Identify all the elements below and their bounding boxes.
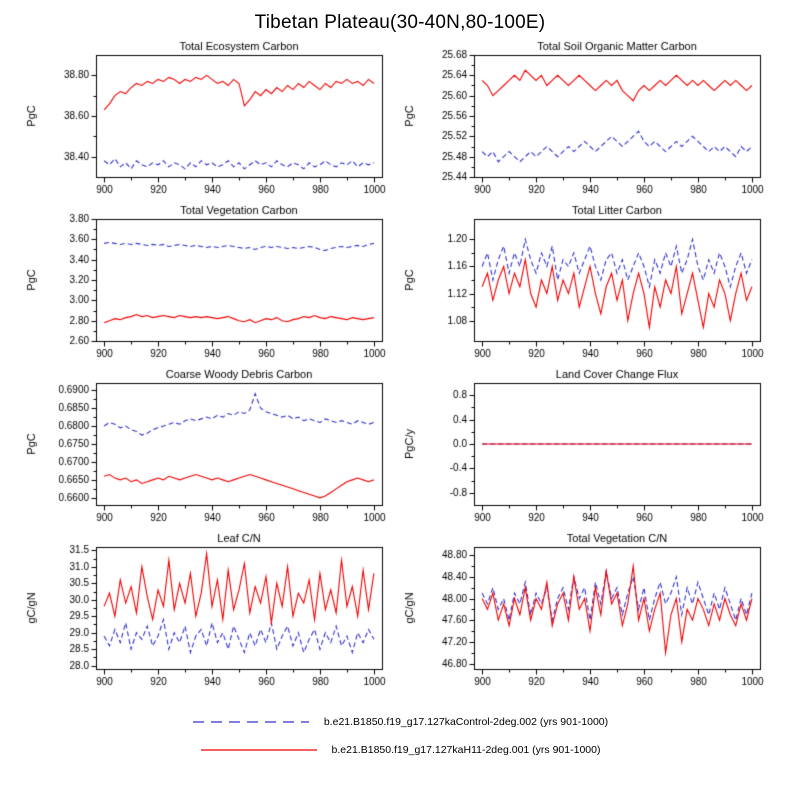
chart-leaf-cn xyxy=(20,530,398,694)
charts-grid xyxy=(20,38,780,694)
figure-page: Tibetan Plateau(30-40N,80-100E) xyxy=(0,12,800,812)
chart-total-vegetation-cn xyxy=(398,530,776,694)
legend-entry-h11: b.e21.B1850.f19_g17.127kaH11-2deg.001 (y… xyxy=(200,744,601,756)
h11-solid-line-sample-icon xyxy=(200,749,317,751)
chart-total-vegetation-cn-canvas xyxy=(398,530,776,694)
chart-total-vegetation-carbon xyxy=(20,202,398,366)
chart-total-litter-carbon-canvas xyxy=(398,202,776,366)
chart-land-cover-change-flux xyxy=(398,366,776,530)
chart-total-soil-organic-matter-carbon-canvas xyxy=(398,38,776,202)
legend-label-control: b.e21.B1850.f19_g17.127kaControl-2deg.00… xyxy=(323,716,609,728)
chart-total-vegetation-carbon-canvas xyxy=(20,202,398,366)
chart-total-soil-organic-matter-carbon xyxy=(398,38,776,202)
chart-total-litter-carbon xyxy=(398,202,776,366)
chart-coarse-woody-debris-carbon-canvas xyxy=(20,366,398,530)
legend-entry-control: b.e21.B1850.f19_g17.127kaControl-2deg.00… xyxy=(192,716,608,728)
figure-title: Tibetan Plateau(30-40N,80-100E) xyxy=(254,12,546,33)
chart-coarse-woody-debris-carbon xyxy=(20,366,398,530)
legend-label-h11: b.e21.B1850.f19_g17.127kaH11-2deg.001 (y… xyxy=(331,744,601,756)
chart-total-ecosystem-carbon xyxy=(20,38,398,202)
chart-leaf-cn-canvas xyxy=(20,530,398,694)
chart-total-ecosystem-carbon-canvas xyxy=(20,38,398,202)
chart-land-cover-change-flux-canvas xyxy=(398,366,776,530)
legend: b.e21.B1850.f19_g17.127kaControl-2deg.00… xyxy=(0,716,800,756)
control-dashed-line-sample-icon xyxy=(192,721,309,723)
